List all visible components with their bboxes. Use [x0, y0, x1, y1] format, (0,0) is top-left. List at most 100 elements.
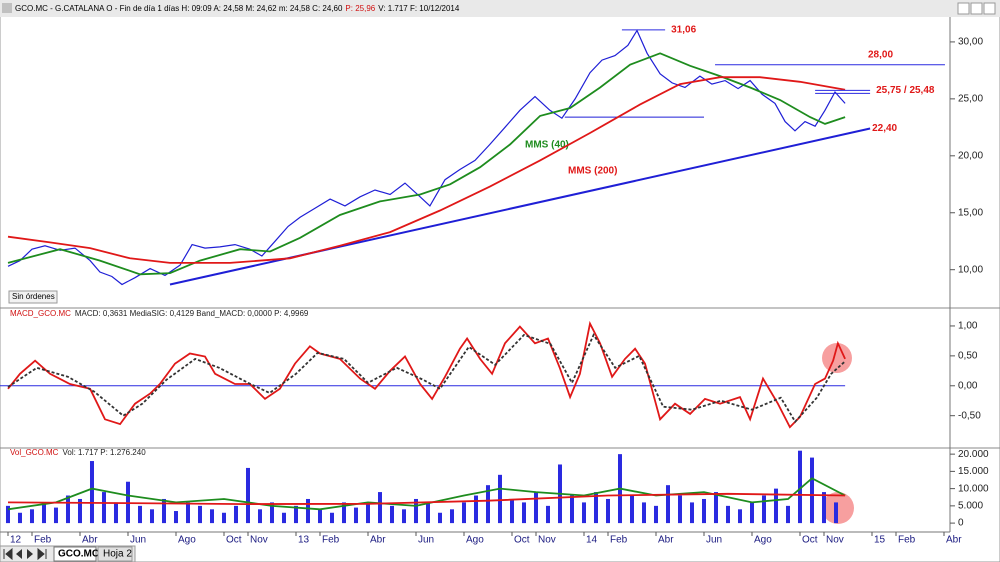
y-tick-label: 0,00 — [958, 380, 978, 391]
volume-bar — [593, 492, 598, 524]
x-tick-label: Feb — [610, 535, 628, 546]
window-buttons — [957, 2, 996, 15]
volume-bar — [53, 507, 58, 524]
title-text: GCO.MC - G.CATALANA O - Fin de día 1 día… — [15, 4, 460, 13]
panel-info: MACD: 0,3631 MediaSIG: 0,4129 Band_MACD:… — [75, 309, 309, 318]
volume-bar — [389, 505, 394, 524]
window-icon — [2, 3, 12, 13]
annotation-label: 31,06 — [671, 24, 696, 35]
volume-bar — [233, 505, 238, 524]
next-sheet-button[interactable] — [27, 549, 33, 559]
volume-bar — [17, 512, 22, 524]
y-tick-label: 1,00 — [958, 321, 978, 332]
volume-bar — [161, 498, 166, 524]
volume-bar — [197, 505, 202, 524]
panel-info: Vol: 1.717 P: 1.276.240 — [62, 448, 146, 457]
volume-bar — [581, 502, 586, 524]
volume-bar — [761, 495, 766, 524]
y-tick-label: 30,00 — [958, 37, 983, 48]
volume-bar — [701, 498, 706, 524]
x-tick-label: 12 — [10, 535, 22, 546]
volume-bar — [533, 492, 538, 524]
x-tick-label: Jun — [130, 535, 146, 546]
maximize-button[interactable] — [970, 2, 983, 15]
last-sheet-button[interactable] — [37, 547, 47, 561]
x-tick-label: Jun — [418, 535, 434, 546]
volume-bar — [569, 495, 574, 524]
minimize-button[interactable] — [957, 2, 970, 15]
series-label: MMS (200) — [568, 166, 617, 177]
volume-bar — [821, 492, 826, 524]
volume-bar — [89, 461, 94, 524]
volume-bar — [245, 467, 250, 524]
volume-bar — [317, 509, 322, 524]
x-tick-label: Nov — [250, 535, 268, 546]
volume-bar — [737, 509, 742, 524]
volume-bar — [401, 509, 406, 524]
x-tick-label: Ago — [754, 535, 772, 546]
prev-sheet-button[interactable] — [16, 549, 22, 559]
volume-bar — [497, 474, 502, 524]
panel-title: Vol_GCO.MC Vol: 1.717 P: 1.276.240 — [10, 448, 146, 457]
volume-bar — [809, 457, 814, 524]
x-tick-label: Abr — [658, 535, 674, 546]
volume-bar — [629, 495, 634, 524]
volume-bar — [305, 498, 310, 524]
volume-bar — [257, 509, 262, 524]
x-tick-label: Abr — [370, 535, 386, 546]
volume-bar — [113, 502, 118, 524]
volume-bar — [425, 502, 430, 524]
series-line — [7, 320, 846, 429]
volume-bar — [437, 512, 442, 524]
volume-bar — [725, 505, 730, 524]
panel-title: MACD_GCO.MC MACD: 0,3631 MediaSIG: 0,4129… — [10, 309, 309, 318]
volume-bar — [365, 504, 370, 524]
volume-bar — [713, 492, 718, 524]
volume-bar — [77, 498, 82, 524]
volume-bar — [341, 502, 346, 524]
volume-bar — [461, 502, 466, 524]
volume-bar — [41, 502, 46, 524]
volume-bar — [665, 485, 670, 524]
volume-bar — [209, 509, 214, 524]
tab[interactable] — [97, 546, 133, 562]
highlight-circle — [822, 343, 852, 373]
volume-bar — [221, 512, 226, 524]
x-tick-label: Abr — [946, 535, 962, 546]
annotation-label: 28,00 — [868, 49, 893, 60]
volume-bar — [833, 502, 838, 524]
volume-bar — [281, 512, 286, 524]
volume-bar — [785, 505, 790, 524]
tab-active[interactable] — [53, 546, 97, 562]
title-price: P: 25,96 — [345, 4, 375, 13]
volume-bar — [749, 502, 754, 524]
x-tick-label: Feb — [34, 535, 52, 546]
volume-bar — [29, 509, 34, 524]
volume-bar — [269, 502, 274, 524]
x-tick-label: Feb — [898, 535, 916, 546]
tab-label: Hoja 2 — [103, 549, 132, 560]
volume-bar — [473, 495, 478, 524]
volume-bar — [173, 511, 178, 524]
close-button[interactable] — [983, 2, 996, 15]
tab-label: GCO.MC — [58, 549, 99, 560]
y-tick-label: 25,00 — [958, 94, 983, 105]
y-tick-label: -0,50 — [958, 410, 981, 421]
first-sheet-button[interactable] — [3, 547, 13, 561]
x-tick-label: Feb — [322, 535, 340, 546]
volume-bar — [653, 505, 658, 524]
volume-bar — [509, 498, 514, 524]
volume-bar — [449, 509, 454, 524]
y-tick-label: 20.000 — [958, 449, 989, 460]
highlight-circle — [822, 492, 854, 524]
title-bar — [0, 0, 1000, 17]
x-tick-label: Oct — [226, 535, 242, 546]
annotation-label: 25,75 / 25,48 — [876, 85, 935, 96]
x-tick-label: Nov — [538, 535, 556, 546]
volume-bar — [413, 498, 418, 524]
panel-name: Vol_GCO.MC — [10, 448, 59, 457]
y-tick-label: 5.000 — [958, 501, 983, 512]
series-line — [7, 76, 846, 264]
x-tick-label: Nov — [826, 535, 844, 546]
y-tick-label: 10.000 — [958, 483, 989, 494]
